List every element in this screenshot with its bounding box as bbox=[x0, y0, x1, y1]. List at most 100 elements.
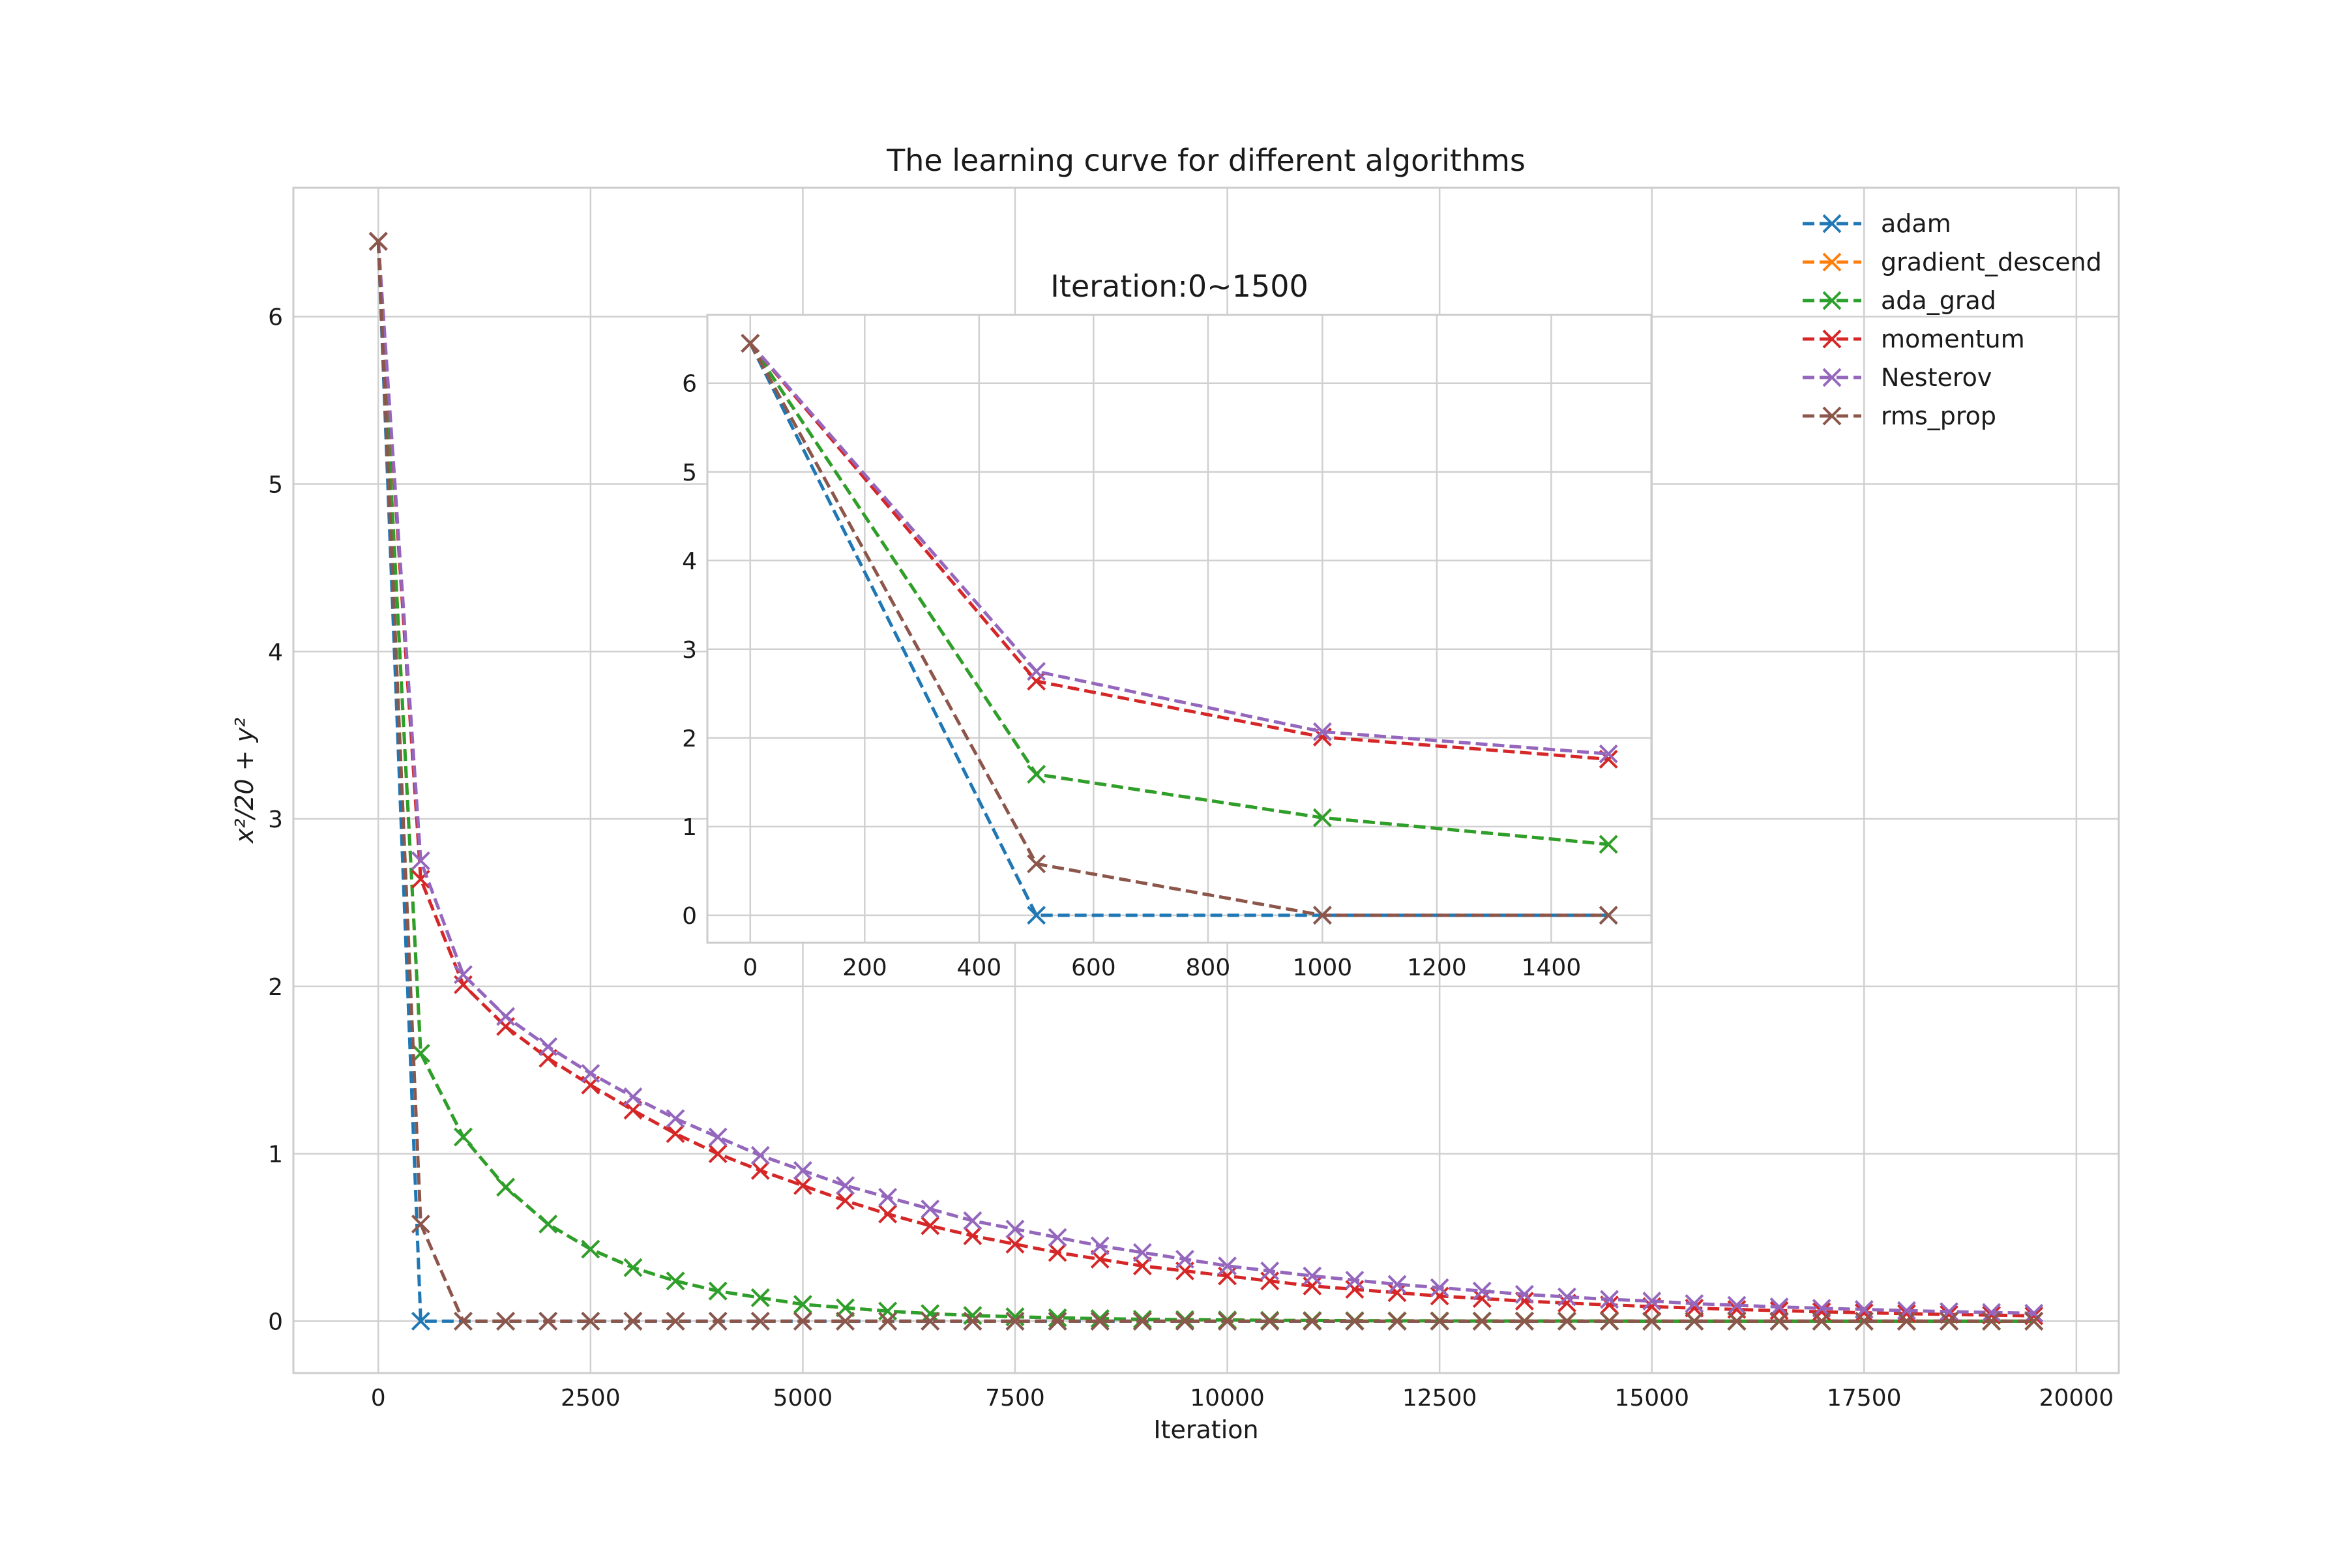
main-point-momentum bbox=[1812, 1302, 1831, 1322]
main-point-rms_prop bbox=[1557, 1311, 1576, 1331]
main-point-rms_prop bbox=[1727, 1311, 1747, 1331]
main-point-Nesterov bbox=[1260, 1261, 1280, 1280]
main-x-tick-label: 0 bbox=[371, 1385, 386, 1412]
main-point-momentum bbox=[750, 1161, 770, 1180]
legend-item-rms_prop: rms_prop bbox=[1803, 402, 1996, 430]
main-point-ada_grad bbox=[750, 1288, 770, 1307]
main-point-Nesterov bbox=[836, 1176, 855, 1195]
inset-x-tick-label: 400 bbox=[956, 954, 1001, 981]
inset-x-tick-label: 800 bbox=[1186, 954, 1231, 981]
main-point-ada_grad bbox=[836, 1298, 855, 1318]
inset-grid bbox=[707, 315, 1651, 943]
legend-label: ada_grad bbox=[1881, 286, 1996, 315]
inset-x-tick-label: 0 bbox=[743, 954, 758, 981]
inset-y-tick-label: 5 bbox=[682, 460, 697, 486]
inset-y-tick-label: 1 bbox=[682, 814, 697, 841]
legend: adam gradient_descend ada_grad momentum Nest… bbox=[1803, 209, 2102, 430]
main-point-momentum bbox=[623, 1101, 643, 1120]
inset-line-momentum bbox=[748, 342, 1609, 761]
inset-y-tick-label: 6 bbox=[682, 371, 697, 398]
legend-swatch-marker bbox=[1822, 368, 1842, 387]
inset-point-Nesterov bbox=[1027, 662, 1046, 681]
main-point-ada_grad bbox=[454, 1127, 473, 1147]
main-point-momentum bbox=[793, 1176, 812, 1195]
main-y-axis-label: x²/20 + y² bbox=[230, 718, 259, 844]
main-point-rms_prop bbox=[836, 1311, 855, 1331]
main-point-momentum bbox=[666, 1124, 685, 1144]
main-point-Nesterov bbox=[1642, 1292, 1662, 1310]
main-x-tick-label: 15000 bbox=[1614, 1385, 1689, 1412]
main-tick-labels: 0 2500 5000 7500 10000 12500 15000 17500 2000001… bbox=[268, 304, 2114, 1412]
main-point-momentum bbox=[1132, 1256, 1152, 1276]
main-point-rms_prop bbox=[1005, 1311, 1025, 1331]
main-point-rms_prop bbox=[1642, 1311, 1662, 1331]
inset-tick-labels: 0 200 400 600 800 1000 1200 1400 0 1 2 3 4 5 6 bbox=[682, 371, 1581, 981]
legend-swatch-marker bbox=[1822, 291, 1842, 310]
main-point-rms_prop bbox=[1982, 1311, 2001, 1331]
inset-point-rms_prop bbox=[1599, 906, 1618, 925]
inset-point-ada_grad bbox=[1027, 765, 1046, 784]
main-x-tick-label: 20000 bbox=[2039, 1385, 2114, 1412]
main-line-Nesterov bbox=[376, 241, 2034, 1315]
main-point-momentum bbox=[1854, 1303, 1874, 1322]
main-point-rms_prop bbox=[1514, 1311, 1534, 1331]
main-point-rms_prop bbox=[1303, 1311, 1322, 1331]
main-point-Nesterov bbox=[1303, 1266, 1322, 1286]
main-point-Nesterov bbox=[411, 851, 430, 870]
main-point-adam bbox=[411, 1311, 430, 1331]
inset-y-tick-label: 3 bbox=[682, 637, 697, 664]
main-point-rms_prop bbox=[666, 1311, 685, 1331]
main-line-rms_prop bbox=[376, 241, 2034, 1323]
inset-line-Nesterov bbox=[748, 342, 1609, 756]
main-point-rms_prop bbox=[1769, 1311, 1789, 1331]
main-point-momentum bbox=[1090, 1249, 1110, 1269]
inset-point-rms_prop bbox=[1312, 906, 1332, 925]
main-point-Nesterov bbox=[708, 1127, 728, 1147]
main-point-rms_prop bbox=[793, 1311, 812, 1331]
main-point-momentum bbox=[921, 1216, 940, 1235]
main-point-momentum bbox=[1005, 1234, 1025, 1254]
main-point-rms_prop bbox=[1812, 1311, 1831, 1331]
inset-point-Nesterov bbox=[1599, 744, 1618, 763]
main-point-rms_prop bbox=[1218, 1311, 1237, 1331]
main-point-Nesterov bbox=[878, 1187, 898, 1207]
main-point-rms_prop bbox=[1600, 1311, 1619, 1331]
main-point-rms_prop bbox=[1260, 1311, 1280, 1331]
inset-series-rms_prop bbox=[741, 334, 1618, 925]
main-point-rms_prop bbox=[623, 1311, 643, 1331]
main-point-rms_prop bbox=[1345, 1311, 1365, 1331]
main-point-Nesterov bbox=[1769, 1297, 1789, 1316]
main-x-tick-label: 10000 bbox=[1190, 1385, 1265, 1412]
main-point-Nesterov bbox=[963, 1211, 982, 1230]
main-point-momentum bbox=[878, 1204, 898, 1224]
inset-line-rms_prop bbox=[748, 342, 1609, 917]
main-point-Nesterov bbox=[750, 1146, 770, 1165]
main-point-Nesterov bbox=[1132, 1243, 1152, 1262]
legend-swatch-marker bbox=[1822, 406, 1842, 426]
main-x-axis-label: Iteration bbox=[1153, 1415, 1258, 1444]
main-point-Nesterov bbox=[1685, 1294, 1704, 1313]
main-point-rms_prop bbox=[1940, 1311, 1958, 1331]
main-point-Nesterov bbox=[1048, 1228, 1067, 1247]
main-y-tick-label: 4 bbox=[268, 639, 283, 666]
main-point-momentum bbox=[1345, 1280, 1365, 1299]
inset-point-rms_prop bbox=[741, 334, 760, 353]
main-point-rms_prop bbox=[1854, 1311, 1874, 1331]
main-point-Nesterov bbox=[1600, 1290, 1619, 1309]
legend-label: Nesterov bbox=[1881, 363, 1992, 392]
main-x-tick-label: 7500 bbox=[985, 1385, 1045, 1412]
legend-swatch-marker bbox=[1822, 329, 1842, 349]
main-point-Nesterov bbox=[1387, 1275, 1407, 1294]
main-point-rms_prop bbox=[1090, 1311, 1110, 1331]
main-point-rms_prop bbox=[1897, 1311, 1916, 1331]
inset-point-rms_prop bbox=[1027, 854, 1046, 874]
inset-x-tick-label: 600 bbox=[1071, 954, 1116, 981]
main-point-rms_prop bbox=[1048, 1311, 1067, 1331]
main-y-tick-label: 6 bbox=[268, 304, 283, 331]
main-point-Nesterov bbox=[793, 1161, 812, 1180]
inset-x-tick-label: 1000 bbox=[1293, 954, 1353, 981]
main-chart-title: The learning curve for different algorit… bbox=[886, 143, 1526, 178]
inset-point-ada_grad bbox=[1312, 808, 1332, 827]
legend-item-momentum: momentum bbox=[1803, 325, 2025, 353]
